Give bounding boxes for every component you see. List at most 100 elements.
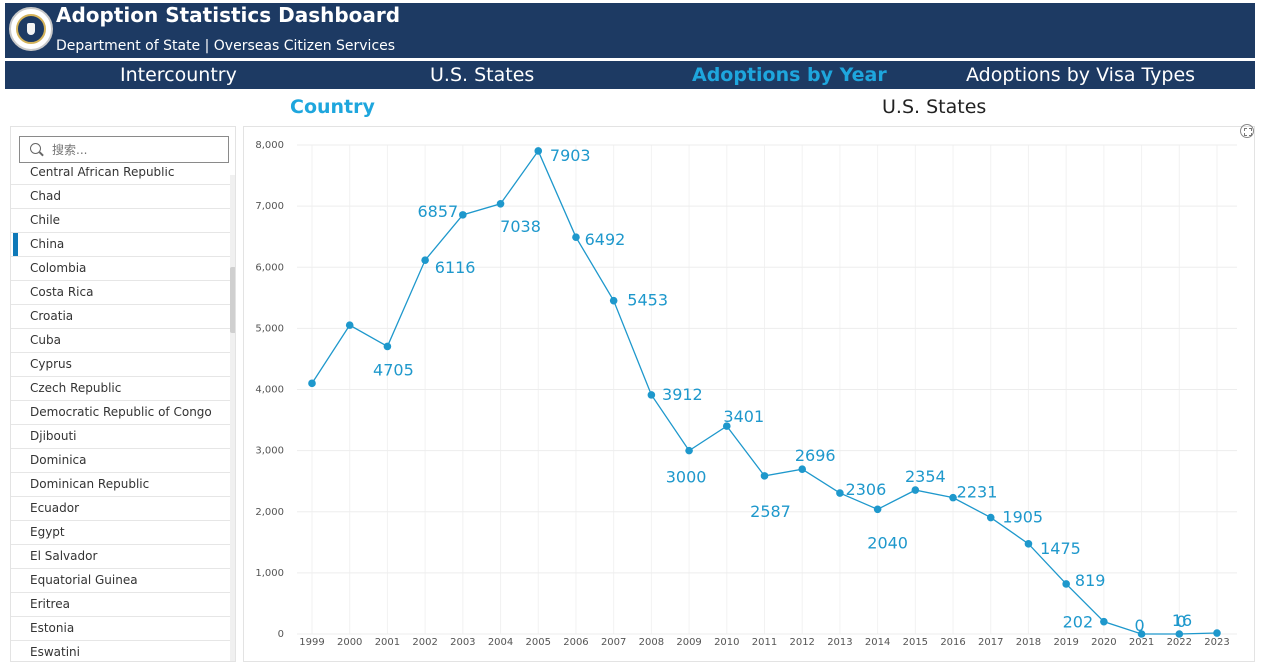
expand-icon[interactable]: [1240, 124, 1254, 138]
country-list-item[interactable]: Cyprus: [11, 353, 230, 377]
data-point: [647, 391, 656, 399]
y-tick-label: 2,000: [255, 507, 284, 518]
x-tick-label: 2001: [375, 637, 400, 648]
data-label: 1475: [1040, 539, 1081, 558]
country-list-item[interactable]: Central African Republic: [11, 167, 230, 185]
nav-adoptions-by-visa-types[interactable]: Adoptions by Visa Types: [966, 64, 1196, 86]
data-point: [986, 513, 995, 522]
data-point: [534, 147, 543, 155]
data-label: 6857: [417, 202, 458, 221]
y-tick-label: 5,000: [255, 323, 284, 334]
country-list-item[interactable]: Democratic Republic of Congo: [11, 401, 230, 425]
country-list: Central African Republic Chad Chile China Co…: [11, 167, 230, 661]
country-list-item[interactable]: Eswatini: [11, 641, 230, 661]
data-label: 202: [1063, 613, 1094, 632]
dashboard-header: Adoption Statistics Dashboard Department…: [5, 3, 1255, 58]
x-tick-label: 2013: [827, 637, 852, 648]
data-point: [609, 296, 618, 305]
x-tick-label: 2022: [1167, 637, 1192, 648]
country-list-item[interactable]: Croatia: [11, 305, 230, 329]
subtab-country[interactable]: Country: [290, 96, 375, 118]
country-list-item[interactable]: Chad: [11, 185, 230, 209]
country-list-item[interactable]: Dominica: [11, 449, 230, 473]
country-list-item[interactable]: Equatorial Guinea: [11, 569, 230, 593]
data-point: [1024, 540, 1033, 548]
search-input[interactable]: [52, 140, 222, 160]
x-tick-label: 2017: [978, 637, 1003, 648]
x-tick-label: 1999: [299, 637, 324, 648]
data-point: [836, 489, 844, 497]
country-list-item[interactable]: Cuba: [11, 329, 230, 353]
x-tick-label: 2004: [488, 637, 513, 648]
y-tick-label: 6,000: [255, 262, 284, 273]
scroll-thumb[interactable]: [230, 267, 235, 333]
data-point: [496, 200, 505, 208]
data-label: 3401: [723, 407, 764, 426]
data-label: 2231: [957, 483, 998, 502]
data-label: 6492: [585, 230, 626, 249]
data-point: [911, 486, 920, 494]
country-filter-panel: Central African RepublicChadChileChinaCo…: [10, 126, 236, 662]
data-point: [722, 422, 731, 430]
data-label: 0: [1176, 612, 1186, 631]
data-label: 2587: [750, 502, 791, 521]
adoptions-line-chart: 0 1,000 2,000 3,000 4,000 5,000 6,000 7,000 8,00…: [255, 140, 1237, 648]
x-tick-label: 2005: [526, 637, 551, 648]
country-list-item[interactable]: Dominican Republic: [11, 473, 230, 497]
x-tick-label: 2003: [450, 637, 475, 648]
data-label: 2306: [846, 480, 887, 499]
x-tick-label: 2000: [337, 637, 362, 648]
country-list-item[interactable]: Eritrea: [11, 593, 230, 617]
country-list-item[interactable]: Costa Rica: [11, 281, 230, 305]
subtab-us-states[interactable]: U.S. States: [882, 96, 987, 118]
x-tick-label: 2002: [412, 637, 437, 648]
country-list-item[interactable]: Czech Republic: [11, 377, 230, 401]
data-label: 0: [1134, 616, 1144, 635]
data-label: 2354: [905, 467, 946, 486]
data-point: [308, 379, 316, 388]
nav-intercountry[interactable]: Intercountry: [120, 64, 237, 86]
country-list-item[interactable]: El Salvador: [11, 545, 230, 569]
y-tick-label: 3,000: [255, 446, 284, 457]
x-tick-label: 2015: [903, 637, 928, 648]
data-point: [1062, 580, 1070, 588]
nav-us-states[interactable]: U.S. States: [430, 64, 535, 86]
country-list-item[interactable]: Chile: [11, 209, 230, 233]
x-tick-label: 2009: [676, 637, 701, 648]
x-tick-label: 2018: [1016, 637, 1041, 648]
data-point: [421, 256, 429, 264]
country-list-item[interactable]: Colombia: [11, 257, 230, 281]
nav-adoptions-by-year[interactable]: Adoptions by Year: [692, 64, 887, 86]
data-point: [798, 465, 807, 474]
data-label: 5453: [627, 291, 668, 310]
search-icon: [30, 143, 41, 154]
data-point: [345, 321, 354, 329]
dashboard-subtitle: Department of State | Overseas Citizen S…: [56, 38, 396, 54]
x-tick-label: 2008: [639, 637, 664, 648]
country-list-item[interactable]: Egypt: [11, 521, 230, 545]
country-list-item[interactable]: China: [11, 233, 230, 257]
department-seal-icon: [9, 7, 53, 51]
search-box[interactable]: [19, 136, 229, 163]
x-tick-label: 2011: [752, 637, 777, 648]
y-tick-label: 8,000: [255, 140, 284, 151]
data-point: [1137, 630, 1146, 638]
data-point: [685, 446, 693, 455]
country-list-item[interactable]: Djibouti: [11, 425, 230, 449]
y-tick-label: 0: [278, 629, 284, 640]
data-label: 819: [1075, 571, 1106, 590]
country-list-scrollbar[interactable]: [230, 175, 235, 661]
data-point: [572, 233, 580, 241]
data-label: 1905: [1002, 508, 1043, 527]
data-point: [949, 493, 957, 502]
x-tick-label: 2016: [940, 637, 965, 648]
country-list-item[interactable]: Estonia: [11, 617, 230, 641]
x-tick-label: 2010: [714, 637, 739, 648]
x-tick-label: 2014: [865, 637, 890, 648]
data-point: [459, 211, 467, 219]
y-tick-label: 1,000: [255, 568, 284, 579]
country-list-item[interactable]: Ecuador: [11, 497, 230, 521]
main-nav: Intercountry U.S. States Adoptions by Ye…: [5, 61, 1255, 89]
data-label: 2696: [795, 446, 836, 465]
data-label: 16: [1172, 611, 1192, 630]
